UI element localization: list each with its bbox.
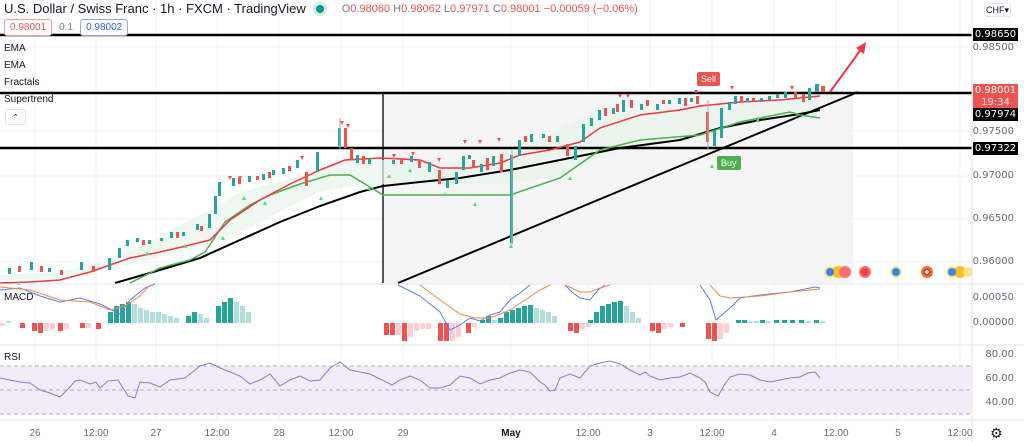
macd-histogram	[0, 298, 825, 341]
rsi-axis-label: 80.00	[985, 349, 1014, 360]
indicator-fractals[interactable]: Fractals	[4, 77, 40, 88]
chevron-down-icon: ▾	[1004, 4, 1010, 15]
support-price-tag: 0.97322	[973, 142, 1018, 155]
currency-button[interactable]: CHF ▾	[984, 3, 1011, 17]
current-price-tag: 0.98001 19:34	[973, 84, 1018, 109]
symbol-title: U.S. Dollar / Swiss Franc · 1h · FXCM · …	[4, 1, 306, 16]
price-axis-label: 0.97500	[972, 126, 1014, 137]
price-axis-label: 0.96500	[972, 213, 1014, 224]
spread-value: 0.1	[59, 22, 74, 33]
indicator-supertrend[interactable]: Supertrend	[4, 94, 54, 105]
price-axis-label: 0.96000	[972, 256, 1014, 267]
chevron-up-icon: ⌃	[12, 112, 19, 122]
rsi-pane-label[interactable]: RSI	[4, 352, 21, 363]
time-axis-label: 5	[895, 428, 901, 439]
time-axis-label: 28	[273, 428, 285, 439]
price-axis-label: 0.98500	[972, 42, 1014, 53]
indicator-ema-2[interactable]: EMA	[4, 60, 26, 71]
rsi-axis-label: 40.00	[985, 397, 1014, 408]
time-axis-label: 27	[150, 428, 162, 439]
time-axis-label: 12:00	[699, 428, 725, 439]
price-axis-label: 0.97000	[972, 170, 1014, 181]
ohlc-values: O0.98060 H0.98062 L0.97971 C0.98001 −0.0…	[341, 2, 638, 15]
time-axis-label: May	[501, 428, 521, 439]
trade-buttons: 0.98001 0.1 0.98002	[4, 19, 129, 36]
market-status-icon	[315, 4, 324, 13]
macd-axis-label: 0.00000	[972, 317, 1014, 328]
time-axis-label: 12:00	[328, 428, 354, 439]
macd-axis-label: 0.00050	[972, 292, 1014, 303]
time-axis-label: 12:00	[575, 428, 601, 439]
buy-price-button[interactable]: 0.98002	[80, 19, 129, 36]
bar-countdown: 19:34	[981, 97, 1010, 108]
time-axis-label: 12:00	[204, 428, 230, 439]
buy-signal-label: Buy	[717, 156, 741, 170]
indicator-ema-1[interactable]: EMA	[4, 43, 26, 54]
time-axis-label: 29	[397, 428, 409, 439]
macd-pane-label[interactable]: MACD	[4, 292, 34, 303]
time-axis-label: 12:00	[947, 428, 973, 439]
sell-signal-label: Sell	[697, 72, 721, 86]
time-axis-label: 12:00	[823, 428, 849, 439]
symbol-legend[interactable]: U.S. Dollar / Swiss Franc · 1h · FXCM · …	[4, 1, 638, 16]
time-axis-label: 26	[29, 428, 41, 439]
candles	[8, 84, 825, 275]
settings-gear-icon[interactable]: ⚙	[990, 425, 1003, 441]
rsi-axis-label: 60.00	[985, 373, 1014, 384]
resistance-price-tag: 0.98650	[973, 28, 1018, 41]
time-axis-label: 4	[771, 428, 777, 439]
ema-price-tag: 0.97974	[973, 108, 1018, 121]
time-axis-label: 3	[647, 428, 653, 439]
collapse-legend-button[interactable]: ⌃	[5, 109, 26, 125]
sell-price-button[interactable]: 0.98001	[4, 19, 53, 36]
time-axis-label: 12:00	[83, 428, 109, 439]
